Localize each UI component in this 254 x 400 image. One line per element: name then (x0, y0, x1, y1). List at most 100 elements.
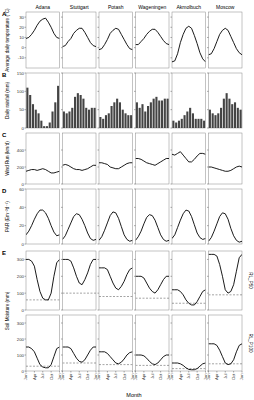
y-tick (171, 128, 173, 129)
x-tick-label: Jul (186, 373, 191, 378)
y-tick-label: 100 (17, 89, 25, 94)
panel-frame (172, 189, 206, 244)
y-tick (61, 109, 63, 110)
line (136, 355, 170, 365)
y-tick (171, 355, 173, 356)
x-tick (42, 371, 43, 373)
x-tick (99, 371, 100, 373)
y-tick (61, 167, 63, 168)
y-tick (25, 73, 27, 74)
bar (220, 108, 222, 128)
y-tick-label: 300 (17, 321, 25, 326)
panel-letter: B (2, 72, 7, 78)
panel-frame (99, 189, 133, 244)
plot-area (63, 93, 96, 128)
panel-frame (99, 12, 133, 68)
x-tick (242, 371, 243, 373)
y-tick (171, 91, 173, 92)
bar (85, 108, 87, 128)
y-tick (98, 225, 100, 226)
y-tick (134, 371, 136, 372)
y-tick-label: 200 (17, 274, 25, 279)
bar (147, 106, 149, 128)
x-tick (216, 371, 217, 373)
line (136, 215, 170, 242)
y-tick-label: 20 (19, 223, 24, 228)
y-tick (61, 339, 63, 340)
bar (214, 115, 216, 128)
panel-frame (99, 133, 133, 184)
line (26, 169, 60, 173)
panel-frame (63, 315, 97, 371)
panel-frame (136, 251, 170, 310)
y-tick (25, 184, 27, 185)
bar (91, 108, 93, 128)
y-tick (98, 371, 100, 372)
y-tick (171, 293, 173, 294)
bar (71, 108, 73, 128)
y-tick (134, 225, 136, 226)
bar (35, 110, 37, 128)
plot-area (63, 214, 97, 241)
y-axis-label: Soil Moisture (mm) (5, 291, 10, 330)
y-tick (171, 73, 173, 74)
panel-letter: E (2, 250, 6, 256)
x-tick (197, 371, 198, 373)
x-tick-label: Oct (122, 373, 127, 380)
panel-letter: C (2, 132, 7, 138)
bar (150, 102, 152, 128)
panel-frame (209, 73, 243, 128)
y-tick (25, 189, 27, 190)
y-tick (25, 91, 27, 92)
panel-frame (26, 315, 60, 371)
bar (217, 113, 219, 128)
bar (124, 113, 126, 128)
y-tick (98, 355, 100, 356)
y-tick (25, 339, 27, 340)
y-tick-label: 0 (22, 242, 25, 247)
plot-area (136, 355, 170, 365)
panel-frame (26, 12, 60, 68)
bar (108, 113, 110, 128)
y-tick (25, 323, 27, 324)
y-tick (207, 57, 209, 58)
bar (102, 119, 104, 128)
x-tick-label: Jan (206, 373, 211, 380)
y-tick (134, 73, 136, 74)
y-tick-label: 0 (22, 308, 25, 313)
y-tick (171, 184, 173, 185)
y-tick (25, 225, 27, 226)
plot-area (26, 86, 59, 128)
y-tick (25, 355, 27, 356)
y-tick (134, 293, 136, 294)
plot-area (26, 347, 60, 368)
plot-area (63, 347, 97, 363)
x-tick (59, 371, 60, 373)
y-tick (171, 371, 173, 372)
y-tick (171, 259, 173, 260)
panel-frame (209, 251, 243, 310)
bar (136, 102, 138, 128)
y-tick (207, 323, 209, 324)
panel-frame (63, 12, 97, 68)
plot-area (26, 169, 60, 173)
y-tick (61, 27, 63, 28)
bar (141, 104, 143, 128)
line (26, 259, 60, 299)
y-tick (171, 27, 173, 28)
y-tick (61, 293, 63, 294)
y-tick (25, 310, 27, 311)
panel-frame (26, 73, 60, 128)
y-tick-label: 200 (17, 337, 25, 342)
y-tick (207, 167, 209, 168)
x-tick-label: Apr (105, 373, 110, 380)
y-tick (207, 184, 209, 185)
x-tick (160, 371, 161, 373)
bar (234, 102, 236, 128)
x-tick-label: Oct (85, 373, 90, 380)
y-tick (207, 310, 209, 311)
bar (113, 102, 115, 128)
line (63, 347, 97, 362)
bar (26, 88, 28, 128)
y-tick (207, 37, 209, 38)
